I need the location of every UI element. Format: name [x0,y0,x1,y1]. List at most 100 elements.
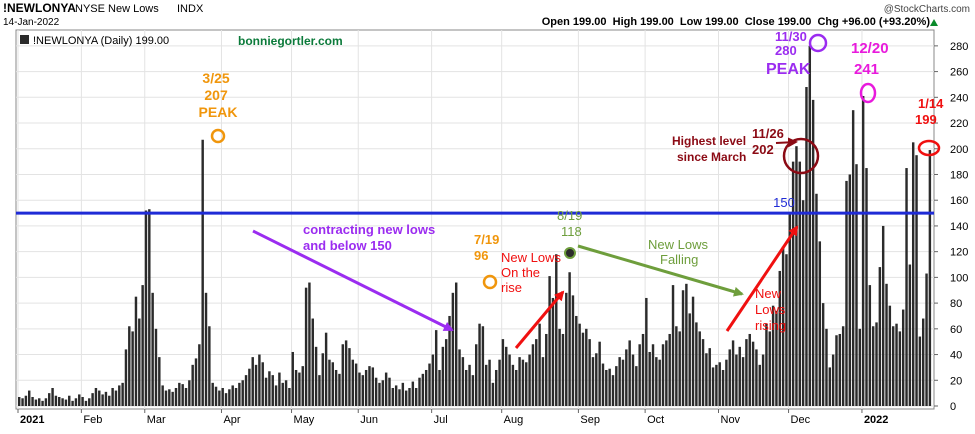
bar [198,344,201,406]
bar [428,363,431,406]
bar [525,362,528,406]
y-tick-label: 80 [950,298,962,310]
bar [765,323,768,406]
bar [338,373,341,406]
bar [144,210,148,406]
bar [888,305,892,406]
bar [374,377,378,406]
annotation-aug-19: 8/19 118 [557,208,586,239]
bar [111,387,114,406]
y-axis: 0 20 40 60 80 100 120 140 160 180 200 220 240 260 280 [934,41,968,413]
bar [334,369,338,406]
bar [61,398,64,406]
bar [651,344,655,406]
bar [114,390,118,406]
bar [875,322,878,406]
bar [438,369,441,406]
annotation-nov-30-peak: PEAK [766,61,811,78]
x-tick-label: 2021 [20,414,44,426]
bar [108,395,111,406]
bar [421,373,425,406]
bar [228,389,231,406]
bar [314,346,318,406]
bar [81,396,84,406]
bar [158,357,161,406]
bar [218,390,221,406]
bar [168,389,171,406]
marker-nov-26-icon [782,137,820,175]
bar [548,276,551,406]
bar [825,328,828,406]
bar [304,287,308,406]
bar [271,375,274,406]
bar [174,387,178,406]
bar [91,393,94,406]
bar [54,395,58,406]
bar [495,369,498,406]
marker-nov-30-icon [808,33,828,53]
bar [518,357,521,406]
bar [858,328,862,406]
bar [498,359,501,406]
bar [458,349,461,406]
bar [771,305,775,406]
bar [141,285,144,406]
bar [48,393,51,406]
bar [118,385,121,406]
bar [511,364,515,406]
bar [71,400,74,406]
bar [841,326,845,406]
bar [608,368,611,406]
bar [855,164,858,406]
x-tick-label: Mar [147,414,166,426]
bar [104,391,108,406]
y-tick-label: 220 [950,118,968,130]
annotation-nov-26: 11/26 202 [752,126,787,157]
bar [341,344,345,406]
ohlc-readout: Open 199.00 High 199.00 Low 199.00 Close… [542,16,931,28]
bar [478,323,481,406]
bar [74,398,78,406]
annotation-march-peak: 3/25 207 PEAK [199,70,238,120]
legend-swatch-icon [20,35,29,44]
bar [481,326,485,406]
bar [681,290,685,406]
bar [535,339,538,406]
bar [835,335,838,406]
bar [591,357,595,406]
bar [354,363,358,406]
bar [675,326,678,406]
bar [741,357,745,406]
chart-date: 14-Jan-2022 [3,17,60,28]
bar [641,333,645,406]
bar [545,333,548,406]
bar [254,364,258,406]
bar [668,333,671,406]
bar [795,146,798,406]
bar [901,309,905,406]
bar [281,382,284,406]
bar [595,353,598,406]
x-tick-label: Aug [504,414,524,426]
bar [845,180,848,406]
chart-type: INDX [177,3,204,15]
bar [541,357,545,406]
bar [351,359,355,406]
annotation-dec-20: 12/20 241 [851,40,893,78]
bar [58,396,61,406]
bar [171,391,174,406]
bar [695,322,698,406]
bar [851,110,855,406]
x-tick-label: Jun [360,414,378,426]
bar [575,315,578,406]
bar [64,399,68,406]
bar [298,372,301,406]
y-tick-label: 240 [950,92,968,104]
bar [451,292,455,406]
marker-jan-14-icon [917,139,941,157]
bar [178,382,181,406]
bar [828,367,832,406]
bar [628,340,631,406]
chart-symbol: !NEWLONYA [3,1,76,15]
bar [444,339,448,406]
